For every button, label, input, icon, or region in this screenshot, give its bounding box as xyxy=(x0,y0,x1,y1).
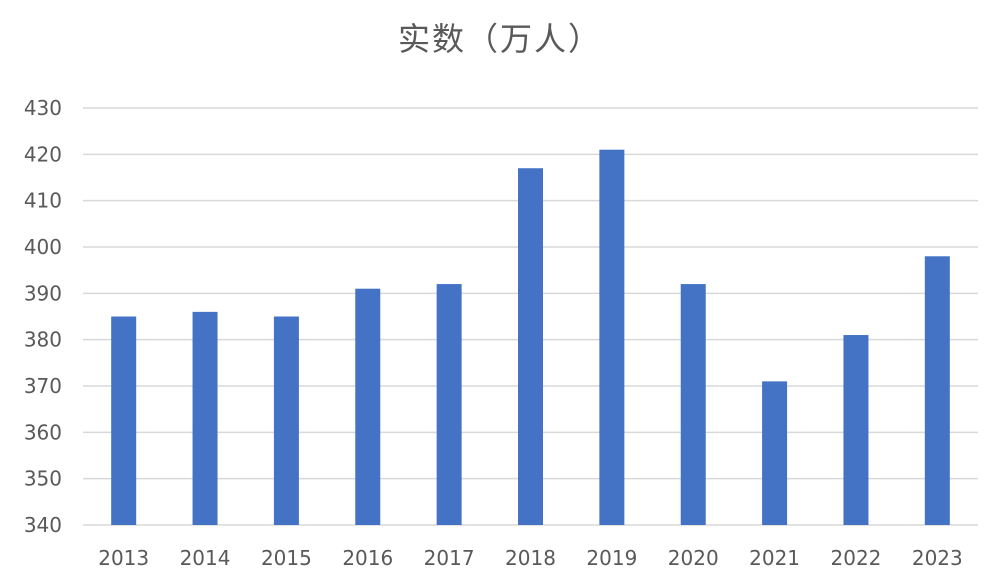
y-tick-label: 350 xyxy=(24,467,62,491)
y-tick-label: 410 xyxy=(24,189,62,213)
bar-2016 xyxy=(355,288,381,525)
bars xyxy=(111,149,950,525)
bar-2019 xyxy=(599,149,625,525)
x-tick-label: 2023 xyxy=(912,546,963,570)
y-tick-label: 360 xyxy=(24,420,62,444)
y-tick-label: 370 xyxy=(24,374,62,398)
y-tick-label: 420 xyxy=(24,142,62,166)
bar-2017 xyxy=(436,284,462,525)
y-axis-ticks: 340 350 360 370 380 390 400 410 420 430 xyxy=(24,96,62,537)
x-tick-label: 2020 xyxy=(668,546,719,570)
y-tick-label: 380 xyxy=(24,328,62,352)
x-tick-label: 2013 xyxy=(98,546,149,570)
bar-2022 xyxy=(843,335,869,525)
x-tick-label: 2015 xyxy=(261,546,312,570)
bar-2014 xyxy=(192,311,218,525)
y-tick-label: 400 xyxy=(24,235,62,259)
bar-2018 xyxy=(518,168,543,525)
bar-2020 xyxy=(680,284,706,525)
bar-2023 xyxy=(924,256,950,525)
x-tick-label: 2019 xyxy=(586,546,637,570)
x-tick-label: 2018 xyxy=(505,546,556,570)
x-tick-label: 2016 xyxy=(342,546,393,570)
y-tick-label: 430 xyxy=(24,96,62,120)
x-tick-label: 2014 xyxy=(180,546,231,570)
x-tick-label: 2022 xyxy=(831,546,882,570)
bar-2015 xyxy=(273,316,299,525)
x-tick-label: 2017 xyxy=(424,546,475,570)
bar-2021 xyxy=(762,381,788,525)
y-tick-label: 340 xyxy=(24,513,62,537)
y-tick-label: 390 xyxy=(24,281,62,305)
bar-2013 xyxy=(111,316,137,525)
x-axis-ticks: 2013 2014 2015 2016 2017 2018 2019 2020 2021 2022… xyxy=(98,546,963,570)
chart-title: 实数（万人） xyxy=(397,20,602,58)
x-tick-label: 2021 xyxy=(749,546,800,570)
